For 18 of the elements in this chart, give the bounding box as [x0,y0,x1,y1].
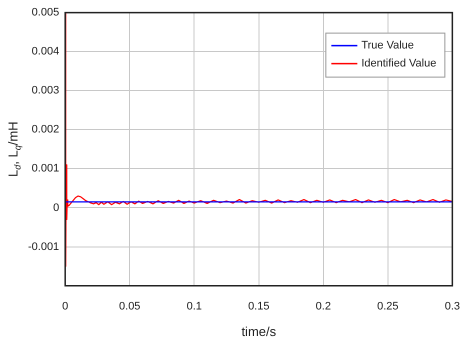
x-tick-label: 0.05 [119,300,140,312]
x-tick-label: 0.25 [377,300,399,312]
y-axis-title: Ld, Lq/mH [6,121,22,177]
y-tick-label: 0.001 [32,162,60,175]
x-tick-label: 0.1 [186,300,202,312]
x-tick-label: 0 [62,300,68,312]
x-tick-label: 0.2 [316,300,331,312]
x-tick-label: 0.3 [444,300,460,312]
legend-label: Identified Value [361,58,436,70]
legend-label: True Value [361,40,414,52]
y-tick-label: 0.003 [32,84,60,97]
y-tick-label: 0.005 [32,6,60,19]
y-tick-label: 0.002 [32,124,60,136]
x-tick-label: 0.15 [248,300,270,312]
y-tick-label: -0.001 [28,240,60,253]
y-tick-label: 0.004 [32,46,60,58]
x-axis-title: time/s [241,324,277,340]
y-tick-label: 0 [53,202,60,214]
